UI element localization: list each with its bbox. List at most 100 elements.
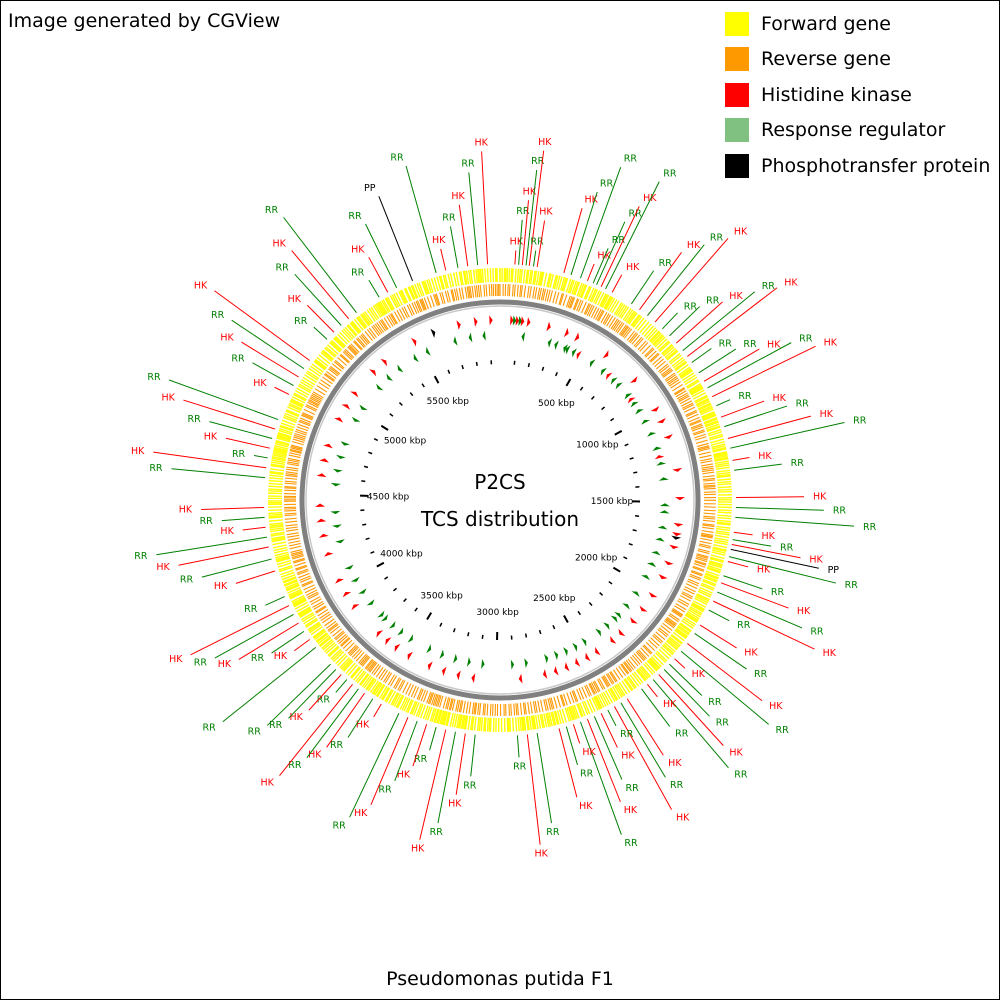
gene-mark [278,429,293,436]
gene-mark [643,663,654,675]
gene-mark [293,434,306,440]
gene-mark [659,365,670,374]
gene-mark [622,308,632,321]
gene-mark [615,321,623,333]
gene-mark [682,402,694,409]
tick-label: 5000 kbp [384,437,427,447]
gene-mark [573,704,580,719]
tcs-callout-line [570,191,598,276]
gene-mark [585,303,592,316]
tcs-triangle [524,658,528,669]
gene-mark [669,354,682,365]
gene-mark [458,287,463,300]
gene-mark [269,474,284,478]
legend-label: Response regulator [761,119,946,142]
tcs-callout-line [365,223,398,289]
gene-mark [678,366,691,376]
gene-mark [284,580,298,587]
scale-tick [403,598,407,603]
gene-mark [407,684,414,696]
gene-mark [285,477,298,480]
gene-mark [709,557,724,564]
gene-mark [373,665,382,676]
tcs-triangle [397,364,404,373]
gene-mark [336,633,347,643]
gene-mark [375,666,384,678]
tcs-triangle [651,551,661,556]
tcs-callout-line [419,729,447,840]
gene-mark [280,424,294,431]
gene-mark [318,354,331,365]
tcs-callout-line [209,421,273,440]
gene-mark [285,473,298,476]
gene-mark [270,463,285,468]
tcs-label: RR [348,211,362,222]
gene-mark [366,329,376,340]
gene-mark [692,600,707,608]
gene-mark [290,398,305,406]
gene-mark [287,457,300,462]
gene-mark [279,566,293,573]
tcs-callout-line [703,348,760,382]
gene-mark [290,447,303,452]
gene-mark [702,524,715,528]
gene-mark [576,282,583,297]
tcs-label: RR [853,416,867,427]
tcs-label: RR [134,551,148,562]
gene-mark [408,286,416,300]
gene-mark [289,450,302,454]
gene-mark [294,432,307,438]
gene-mark [658,363,669,372]
gene-mark [275,555,290,561]
gene-mark [596,292,605,306]
gene-mark [529,701,533,714]
tcs-callout-line [279,683,353,776]
gene-mark [651,656,662,668]
gene-mark [315,632,328,642]
tcs-callout-line [563,208,583,273]
gene-mark [327,645,339,657]
tcs-triangle [624,393,633,400]
gene-mark [633,653,643,664]
gene-mark [444,274,449,289]
gene-mark [393,311,401,323]
gene-mark [662,643,675,655]
gene-mark [646,660,658,672]
gene-mark [714,460,729,465]
gene-mark [368,327,377,338]
gene-mark [282,576,297,583]
gene-mark [306,370,320,380]
tcs-label: HK [169,654,183,665]
gene-mark [717,516,732,520]
gene-mark [270,528,285,533]
tcs-callout-line [600,206,640,287]
tcs-callout-line [596,221,626,285]
gene-mark [374,323,383,334]
gene-mark [534,700,538,713]
gene-mark [427,692,433,704]
gene-mark [294,561,306,567]
tcs-callout-line [368,279,380,298]
gene-mark [547,273,552,288]
gene-mark [422,705,429,720]
gene-mark [698,544,711,549]
tcs-triangle [600,367,607,376]
gene-mark [376,302,386,316]
gene-mark [283,577,297,584]
gene-mark [665,349,678,360]
tcs-label: PP [828,565,840,576]
gene-mark [593,696,601,710]
gene-mark [630,314,640,327]
gene-mark [696,442,709,448]
tcs-callout-line [156,536,268,556]
legend-label: Reverse gene [761,48,891,71]
tcs-label: RR [276,263,290,274]
tcs-label: HK [432,235,446,246]
gene-mark [368,308,378,321]
scale-tick [628,542,633,546]
gene-mark [588,698,596,712]
tcs-callout-line [449,226,459,268]
gene-mark [537,271,542,286]
tcs-callout-line [252,362,294,387]
gene-mark [284,412,299,420]
